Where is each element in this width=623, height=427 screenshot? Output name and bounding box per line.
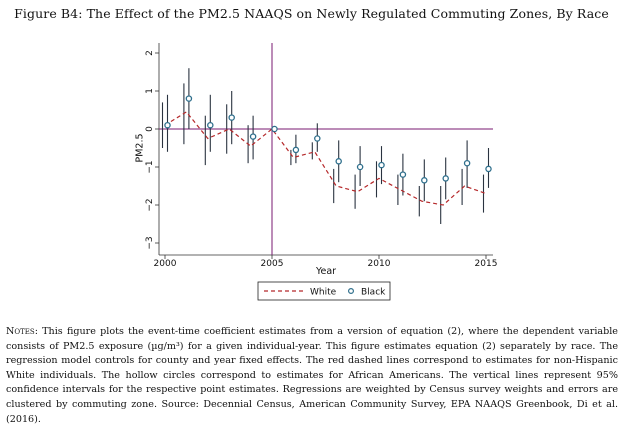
event-study-chart: −3 −2 −1 0 1 2 2000 2005 2010 2015 Year PM2.5 White B… [135,43,498,301]
legend-black-swatch [348,288,355,295]
legend-white-label: White [310,288,337,298]
x-tick-label: 2015 [475,259,498,269]
black-point [185,95,193,102]
y-tick-label: −2 [145,198,155,211]
y-tick-label: 2 [145,50,155,56]
black-point [335,158,342,165]
notes-body: This figure plots the event-time coeffic… [6,326,618,425]
x-axis-title: Year [315,266,336,277]
black-point [485,165,492,173]
notes-lead: Notes: [6,326,38,337]
figure-title: Figure B4: The Effect of the PM2.5 NAAQS… [14,6,609,21]
white-series-line [164,111,487,206]
legend-box [257,281,391,301]
black-point [314,135,321,142]
y-tick-label: −1 [145,160,155,173]
black-point [228,114,235,121]
black-point [399,171,407,178]
legend-black-label: Black [361,288,386,298]
black-point [207,121,214,129]
figure-notes: Notes: This figure plots the event-time … [6,325,618,427]
y-tick-label: 0 [145,126,155,132]
black-point [442,175,449,182]
y-tick-label: −3 [145,236,155,249]
black-point [463,159,471,167]
black-point [421,177,428,184]
black-point [356,163,364,171]
black-point [271,125,278,133]
y-axis-title: PM2.5 [135,133,146,162]
black-point [249,133,257,140]
x-tick-label: 2000 [154,259,177,269]
y-tick-label: 1 [145,88,155,94]
black-point [164,121,171,129]
black-point [292,146,300,154]
x-tick-label: 2005 [261,259,284,269]
x-tick-label: 2010 [368,259,391,269]
black-point [378,161,385,169]
